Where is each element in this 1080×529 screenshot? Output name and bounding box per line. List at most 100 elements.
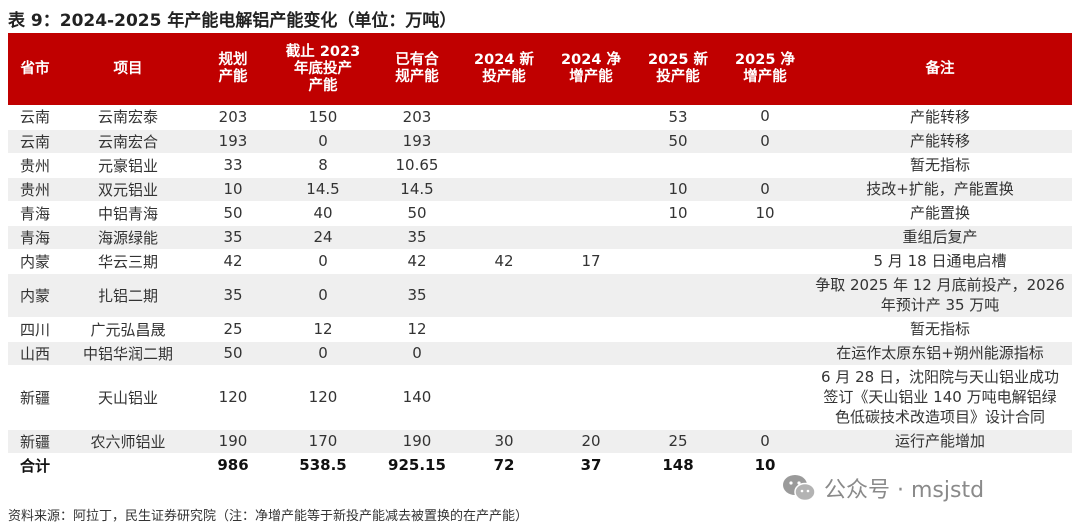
project-cell: 华云三期	[62, 249, 194, 274]
header-row: 省市 项目 规划 产能 截止 2023 年底投产 产能 已有合 规产能 2024 新投产能 2024…	[8, 33, 1072, 105]
column-header: 2025 新投产能	[634, 33, 722, 105]
total-label: 合计	[8, 452, 62, 478]
new-2024-cell: 42	[460, 249, 548, 274]
source-note: 资料来源：阿拉丁，民生证券研究院（注：净增产能等于新投产能减去被置换的在产产能）	[8, 509, 529, 524]
note-cell: 产能转移	[808, 105, 1072, 130]
new-2025-cell	[634, 249, 722, 274]
column-header-line: 已有合	[395, 52, 439, 68]
compliant-capacity-cell: 35	[374, 225, 460, 250]
project-cell: 海源绿能	[62, 225, 194, 250]
note-line: 产能转移	[909, 132, 970, 150]
net-2024-cell	[548, 317, 634, 342]
note-cell: 在运作太原东铝+朔州能源指标	[808, 341, 1072, 366]
new-2025-cell	[634, 153, 722, 178]
new-2024-cell	[460, 365, 548, 430]
column-header: 规划 产能	[194, 33, 272, 105]
operating-2023-cell: 170	[272, 429, 374, 454]
total-net-2025: 10	[722, 452, 808, 478]
column-header-line: 省市	[20, 60, 50, 77]
net-2024-cell	[548, 201, 634, 226]
net-2024-cell	[548, 365, 634, 430]
column-header-line: 投产能	[482, 69, 526, 85]
total-row: 合计 986 538.5 925.15 72 37 148 10	[8, 452, 1072, 478]
planned-capacity-cell: 120	[194, 365, 272, 430]
column-header-line: 投产能	[656, 69, 700, 85]
operating-2023-cell: 0	[272, 341, 374, 366]
column-header-line: 增产能	[569, 69, 613, 85]
column-header-line: 2025 新	[648, 52, 708, 68]
table-row: 青海 海源绿能 35 24 35 重组后复产	[8, 225, 1072, 250]
column-header-line: 截止 2023	[285, 43, 361, 60]
new-2025-cell	[634, 225, 722, 250]
net-2024-cell	[548, 129, 634, 154]
column-header-line: 2024 新	[474, 52, 534, 68]
total-empty	[62, 452, 194, 478]
note-cell: 6 月 28 日，沈阳院与天山铝业成功 签订《天山铝业 140 万吨电解铝绿 色低碳…	[808, 365, 1072, 430]
total-note-empty	[808, 452, 1072, 478]
planned-capacity-cell: 50	[194, 341, 272, 366]
operating-2023-cell: 120	[272, 365, 374, 430]
wechat-icon	[783, 475, 816, 502]
new-2025-cell: 10	[634, 177, 722, 202]
planned-capacity-cell: 190	[194, 429, 272, 454]
province-cell: 四川	[8, 317, 62, 342]
net-2025-cell	[722, 341, 808, 366]
operating-2023-cell: 14.5	[272, 177, 374, 202]
table-row: 内蒙 华云三期 42 0 42 42 17 5 月 18 日通电启槽	[8, 249, 1072, 274]
net-2025-cell	[722, 273, 808, 318]
new-2024-cell	[460, 177, 548, 202]
total-new-2025: 148	[634, 452, 722, 478]
new-2025-cell	[634, 317, 722, 342]
compliant-capacity-cell: 12	[374, 317, 460, 342]
note-line: 重组后复产	[902, 228, 978, 246]
note-line: 5 月 18 日通电启槽	[873, 252, 1007, 270]
total-new-2024: 72	[460, 452, 548, 478]
compliant-capacity-cell: 14.5	[374, 177, 460, 202]
operating-2023-cell: 40	[272, 201, 374, 226]
province-cell: 山西	[8, 341, 62, 366]
new-2024-cell	[460, 201, 548, 226]
project-cell: 扎铝二期	[62, 273, 194, 318]
column-header: 2024 新投产能	[460, 33, 548, 105]
note-line: 签订《天山铝业 140 万吨电解铝绿	[823, 388, 1057, 406]
note-cell: 5 月 18 日通电启槽	[808, 249, 1072, 274]
net-2024-cell	[548, 341, 634, 366]
net-2024-cell	[548, 177, 634, 202]
new-2025-cell: 50	[634, 129, 722, 154]
new-2024-cell	[460, 105, 548, 130]
total-planned: 986	[194, 452, 272, 478]
province-cell: 青海	[8, 225, 62, 250]
planned-capacity-cell: 33	[194, 153, 272, 178]
project-cell: 中铝华润二期	[62, 341, 194, 366]
province-cell: 内蒙	[8, 249, 62, 274]
note-cell: 产能置换	[808, 201, 1072, 226]
table-row: 青海 中铝青海 50 40 50 10 10 产能置换	[8, 201, 1072, 226]
note-line: 色低碳技术改造项目》设计合同	[834, 408, 1045, 426]
net-2024-cell	[548, 153, 634, 178]
note-cell: 运行产能增加	[808, 429, 1072, 454]
new-2024-cell	[460, 317, 548, 342]
planned-capacity-cell: 25	[194, 317, 272, 342]
note-line: 暂无指标	[909, 156, 970, 174]
note-line: 运行产能增加	[894, 432, 985, 450]
province-cell: 云南	[8, 129, 62, 154]
watermark-text: 公众号 · msjstd	[824, 478, 985, 503]
new-2024-cell: 30	[460, 429, 548, 454]
planned-capacity-cell: 50	[194, 201, 272, 226]
note-cell: 争取 2025 年 12 月底前投产，2026 年预计产 35 万吨	[808, 273, 1072, 318]
operating-2023-cell: 8	[272, 153, 374, 178]
table-title: 表 9：2024-2025 年产能电解铝产能变化（单位：万吨）	[8, 11, 457, 31]
new-2024-cell	[460, 153, 548, 178]
note-line: 技改+扩能，产能置换	[866, 180, 1014, 198]
net-2025-cell	[722, 317, 808, 342]
note-line: 6 月 28 日，沈阳院与天山铝业成功	[821, 368, 1059, 386]
operating-2023-cell: 0	[272, 129, 374, 154]
table-row: 新疆 农六师铝业 190 170 190 30 20 25 0 运行产能增加	[8, 429, 1072, 454]
operating-2023-cell: 0	[272, 273, 374, 318]
column-header-line: 2024 净	[561, 52, 621, 68]
net-2025-cell	[722, 225, 808, 250]
net-2024-cell: 17	[548, 249, 634, 274]
table-row: 四川 广元弘昌晟 25 12 12 暂无指标	[8, 317, 1072, 342]
total-net-2024: 37	[548, 452, 634, 478]
planned-capacity-cell: 35	[194, 225, 272, 250]
